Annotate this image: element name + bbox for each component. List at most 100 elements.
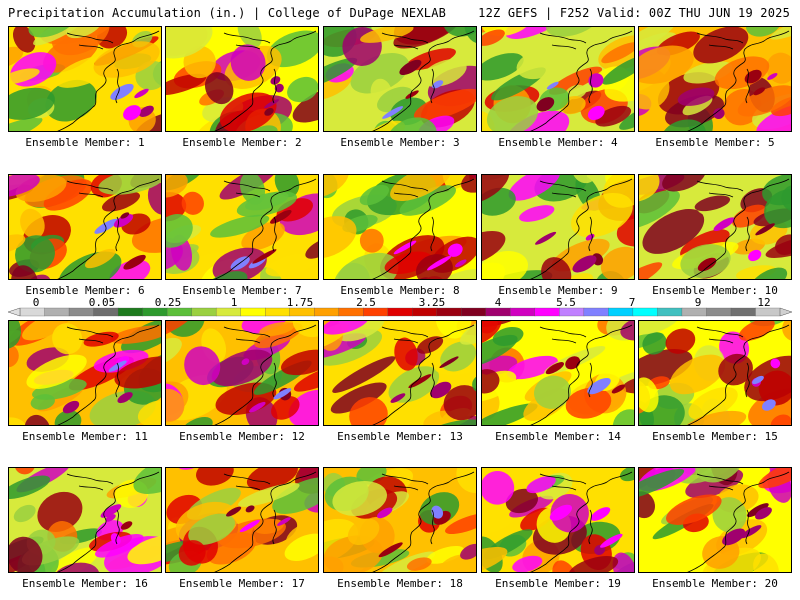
precip-maximum: [399, 59, 422, 76]
coastline: [372, 178, 475, 279]
precip-contour: [259, 321, 295, 337]
great-lakes-outline: [539, 326, 587, 344]
precip-maximum: [105, 514, 116, 522]
ensemble-member-label: Ensemble Member: 1: [25, 136, 145, 149]
colorbar-segment: [730, 307, 756, 317]
great-lakes-outline: [696, 180, 744, 198]
ensemble-member-label: Ensemble Member: 14: [495, 430, 621, 443]
bay-outline: [745, 216, 750, 252]
great-lakes-outline: [223, 326, 271, 344]
precip-contour: [102, 191, 140, 212]
precip-contour: [324, 175, 349, 198]
precip-contour: [166, 214, 193, 248]
colorbar-segment: [314, 307, 340, 317]
precip-contour: [166, 175, 188, 198]
precip-contour: [662, 175, 706, 192]
precip-contour: [639, 27, 676, 56]
precip-contour: [399, 185, 456, 216]
precip-contour: [230, 44, 266, 81]
precip-contour: [639, 468, 685, 500]
colorbar-segment: [44, 307, 70, 317]
precip-contour: [695, 468, 744, 483]
precip-maximum: [432, 80, 444, 89]
precip-contour: [219, 92, 277, 131]
precip-maximum: [431, 505, 444, 519]
coastline: [530, 30, 633, 131]
precip-contour: [9, 117, 43, 131]
bay-outline: [588, 68, 593, 104]
colorbar-tick-label: 1: [230, 296, 238, 309]
precipitation-field-map: [482, 468, 634, 572]
colorbar-segment: [215, 307, 242, 317]
precip-maximum: [746, 503, 769, 518]
colorbar-segment: [240, 307, 266, 317]
coastline: [214, 30, 317, 131]
precip-maximum: [697, 257, 717, 272]
colorbar-tick-label: 5.5: [556, 296, 576, 309]
precip-maximum: [753, 87, 766, 96]
precip-maximum: [587, 105, 605, 121]
precipitation-field-map: [324, 27, 476, 131]
precip-contour: [616, 211, 634, 247]
ensemble-map-panel: [323, 467, 477, 573]
precip-contour: [443, 385, 476, 421]
great-lakes-outline: [381, 180, 429, 198]
precip-contour: [459, 321, 476, 345]
precip-contour: [418, 115, 455, 131]
coastline: [214, 471, 317, 572]
precip-contour: [482, 470, 515, 505]
precip-maximum: [94, 218, 119, 234]
great-lakes-outline: [223, 473, 271, 491]
ensemble-member-label: Ensemble Member: 15: [652, 430, 778, 443]
precip-contour: [147, 182, 161, 215]
precip-contour: [85, 248, 116, 269]
precip-contour: [9, 87, 55, 120]
precip-maximum: [390, 393, 406, 403]
colorbar-segment: [68, 307, 94, 317]
bay-outline: [430, 68, 435, 104]
coastline: [214, 324, 317, 425]
ensemble-member-label: Ensemble Member: 2: [182, 136, 302, 149]
precip-contour: [526, 476, 556, 494]
ensemble-map-panel: [638, 26, 792, 132]
precip-contour: [284, 533, 318, 561]
precip-contour: [9, 321, 22, 349]
ensemble-member-label: Ensemble Member: 3: [340, 136, 460, 149]
precip-contour: [166, 73, 207, 96]
great-lakes-outline: [223, 180, 271, 198]
precip-contour: [292, 321, 318, 338]
precip-maximum: [611, 384, 626, 394]
precip-contour: [571, 175, 598, 184]
precip-maximum: [713, 217, 735, 232]
precipitation-field-map: [324, 175, 476, 279]
precip-contour: [666, 494, 722, 525]
precip-contour: [24, 414, 51, 425]
precip-contour: [204, 72, 234, 105]
precipitation-field-map: [9, 468, 161, 572]
coastline: [214, 178, 317, 279]
precip-contour: [732, 204, 767, 228]
precip-contour: [45, 79, 97, 122]
ensemble-member-label: Ensemble Member: 10: [652, 284, 778, 297]
precip-maximum: [123, 105, 141, 121]
precip-contour: [461, 175, 476, 193]
precip-contour: [639, 32, 677, 61]
precip-maximum: [110, 83, 134, 100]
coastline: [57, 471, 160, 572]
precip-maximum: [740, 525, 762, 539]
precip-contour: [9, 68, 40, 85]
precip-maximum: [377, 507, 393, 519]
ensemble-map-panel: [638, 320, 792, 426]
coastline: [687, 471, 790, 572]
coastline: [530, 471, 633, 572]
precip-maximum: [108, 360, 127, 372]
precip-contour: [534, 375, 571, 409]
ensemble-map-panel: [8, 174, 162, 280]
precip-maximum: [239, 519, 260, 533]
precip-contour: [620, 321, 634, 341]
precip-contour: [293, 363, 318, 392]
precip-contour: [9, 234, 26, 254]
bay-outline: [115, 362, 120, 398]
precip-contour: [482, 403, 538, 425]
precip-contour: [359, 228, 384, 253]
